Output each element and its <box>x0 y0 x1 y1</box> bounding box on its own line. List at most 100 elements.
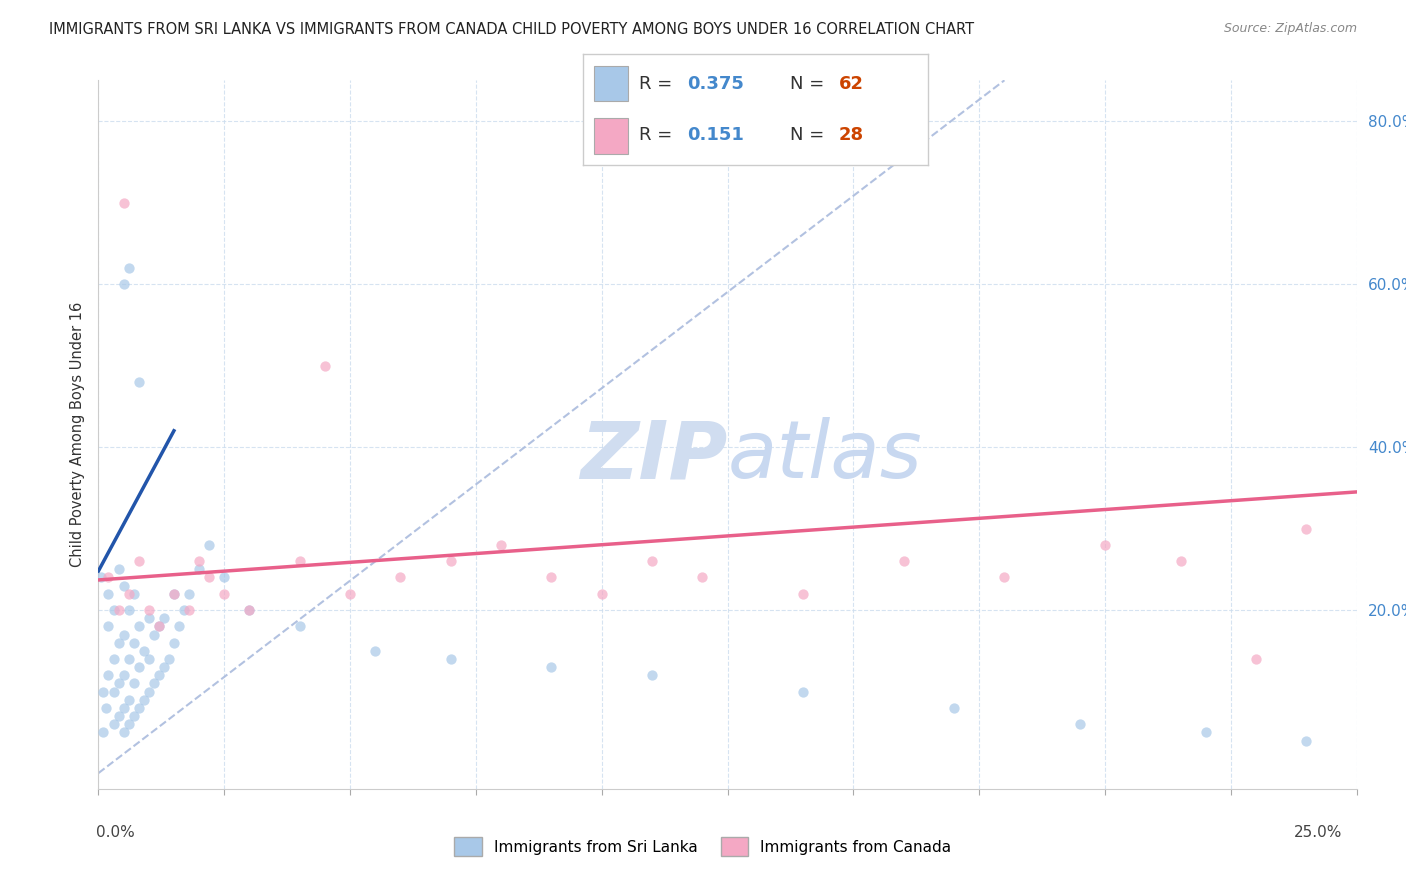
Point <box>128 701 150 715</box>
Point <box>97 668 120 682</box>
Point <box>692 570 714 584</box>
Point <box>138 611 160 625</box>
Point <box>90 570 112 584</box>
Point <box>93 684 115 698</box>
Point <box>107 562 129 576</box>
Point <box>132 692 155 706</box>
Text: 0.0%: 0.0% <box>96 825 135 839</box>
Text: N =: N = <box>790 126 824 144</box>
Point <box>314 359 336 373</box>
Point <box>1295 522 1317 536</box>
Point <box>540 660 562 674</box>
Point <box>128 375 150 389</box>
Point <box>1295 733 1317 747</box>
Point <box>163 587 186 601</box>
Text: N =: N = <box>790 75 824 93</box>
Point <box>1195 725 1218 739</box>
Point <box>97 570 120 584</box>
Point <box>364 644 387 658</box>
Point <box>103 652 125 666</box>
Point <box>107 636 129 650</box>
Point <box>117 717 139 731</box>
Point <box>138 603 160 617</box>
Point <box>153 611 176 625</box>
Point <box>339 587 361 601</box>
Text: R =: R = <box>638 75 672 93</box>
Point <box>792 587 814 601</box>
Point <box>138 652 160 666</box>
Point <box>1244 652 1267 666</box>
Point <box>117 587 139 601</box>
Point <box>641 554 664 568</box>
Point <box>117 692 139 706</box>
Text: 25.0%: 25.0% <box>1295 825 1343 839</box>
Point <box>188 562 211 576</box>
Point <box>132 644 155 658</box>
Point <box>112 701 135 715</box>
Point <box>122 676 145 690</box>
Point <box>128 554 150 568</box>
Point <box>198 570 221 584</box>
Point <box>1170 554 1192 568</box>
Point <box>97 587 120 601</box>
Point <box>97 619 120 633</box>
Point <box>288 619 311 633</box>
Point <box>489 538 512 552</box>
Point <box>142 676 165 690</box>
Point <box>112 277 135 291</box>
Point <box>122 709 145 723</box>
Point <box>214 570 236 584</box>
FancyBboxPatch shape <box>593 119 628 154</box>
Text: IMMIGRANTS FROM SRI LANKA VS IMMIGRANTS FROM CANADA CHILD POVERTY AMONG BOYS UND: IMMIGRANTS FROM SRI LANKA VS IMMIGRANTS … <box>49 22 974 37</box>
Point <box>128 660 150 674</box>
Point <box>128 619 150 633</box>
Point <box>198 538 221 552</box>
Point <box>94 701 117 715</box>
Point <box>792 684 814 698</box>
Point <box>112 579 135 593</box>
Point <box>177 587 200 601</box>
Text: ZIP: ZIP <box>581 417 728 495</box>
Point <box>177 603 200 617</box>
Point <box>1094 538 1116 552</box>
Point <box>117 260 139 275</box>
Text: 0.151: 0.151 <box>688 126 744 144</box>
Point <box>188 554 211 568</box>
Text: 62: 62 <box>838 75 863 93</box>
Text: R =: R = <box>638 126 672 144</box>
Point <box>167 619 190 633</box>
Point <box>138 684 160 698</box>
Point <box>117 603 139 617</box>
Point <box>103 717 125 731</box>
Legend: Immigrants from Sri Lanka, Immigrants from Canada: Immigrants from Sri Lanka, Immigrants fr… <box>449 831 957 862</box>
Point <box>943 701 966 715</box>
Point <box>112 668 135 682</box>
Point <box>993 570 1015 584</box>
Point <box>107 676 129 690</box>
Point <box>107 709 129 723</box>
Point <box>591 587 613 601</box>
Point <box>173 603 195 617</box>
Text: atlas: atlas <box>728 417 922 495</box>
Point <box>112 725 135 739</box>
Point <box>107 603 129 617</box>
Point <box>157 652 180 666</box>
Text: Source: ZipAtlas.com: Source: ZipAtlas.com <box>1223 22 1357 36</box>
Point <box>540 570 562 584</box>
Point <box>142 627 165 641</box>
Point <box>103 684 125 698</box>
Point <box>1069 717 1091 731</box>
Point <box>641 668 664 682</box>
Point <box>893 554 915 568</box>
Point <box>148 619 170 633</box>
Point <box>214 587 236 601</box>
Point <box>238 603 260 617</box>
Point <box>163 587 186 601</box>
Point <box>440 652 463 666</box>
Point <box>163 636 186 650</box>
Point <box>440 554 463 568</box>
Text: 28: 28 <box>838 126 863 144</box>
Point <box>112 627 135 641</box>
Point <box>103 603 125 617</box>
Point <box>389 570 412 584</box>
